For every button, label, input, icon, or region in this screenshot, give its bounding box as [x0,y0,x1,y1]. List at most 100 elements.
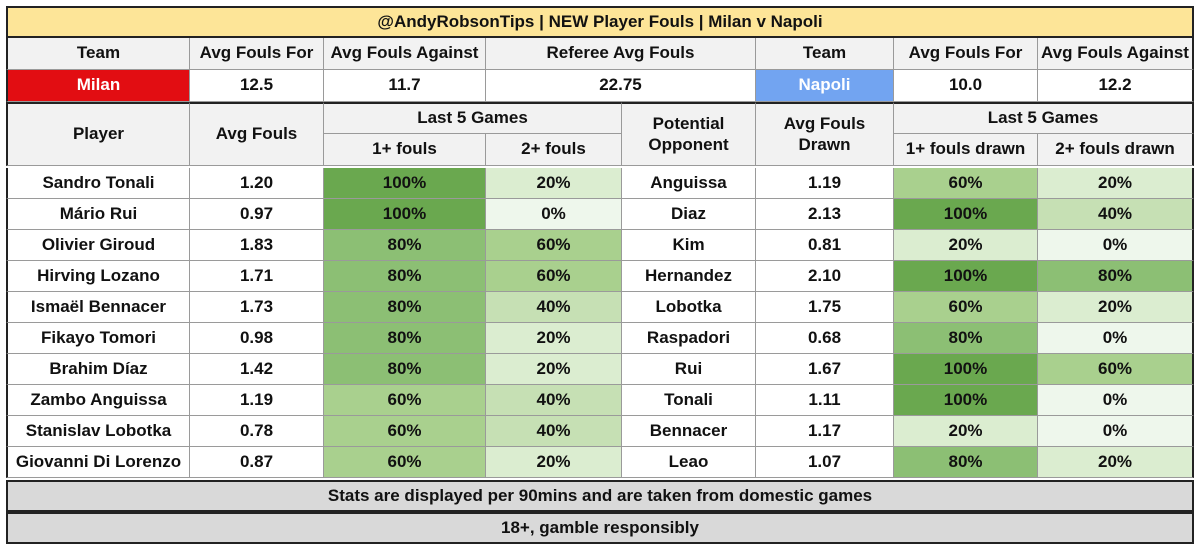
one-plus-fouls: 80% [324,261,486,292]
away-team-name: Napoli [756,70,894,102]
avg-fouls: 1.20 [190,168,324,199]
player-rows: Sandro Tonali 1.20 100% 20% Anguissa 1.19 60% 2… [6,168,1194,478]
opponent-name: Rui [622,354,756,385]
avg-fouls-drawn: 0.81 [756,230,894,261]
avg-fouls: 0.78 [190,416,324,447]
two-plus-drawn: 0% [1038,230,1194,261]
one-plus-fouls: 100% [324,168,486,199]
player-name: Fikayo Tomori [6,323,190,354]
summary-header-fouls-for-home: Avg Fouls For [190,38,324,70]
one-plus-drawn: 100% [894,385,1038,416]
one-plus-fouls: 60% [324,447,486,478]
avg-fouls-drawn: 1.75 [756,292,894,323]
player-name: Giovanni Di Lorenzo [6,447,190,478]
avg-fouls-drawn: 2.13 [756,199,894,230]
one-plus-drawn: 80% [894,323,1038,354]
two-plus-fouls: 20% [486,168,622,199]
header-player: Player [6,102,190,166]
one-plus-fouls: 80% [324,230,486,261]
header-avg-fouls-drawn: Avg Fouls Drawn [756,102,894,166]
opponent-name: Diaz [622,199,756,230]
opponent-name: Tonali [622,385,756,416]
one-plus-drawn: 80% [894,447,1038,478]
one-plus-drawn: 100% [894,199,1038,230]
opponent-name: Hernandez [622,261,756,292]
two-plus-fouls: 60% [486,230,622,261]
avg-fouls-drawn: 1.17 [756,416,894,447]
two-plus-fouls: 40% [486,385,622,416]
header-last5-drawn: Last 5 Games [894,102,1194,134]
two-plus-drawn: 20% [1038,292,1194,323]
two-plus-fouls: 40% [486,292,622,323]
opponent-name: Leao [622,447,756,478]
player-name: Hirving Lozano [6,261,190,292]
two-plus-fouls: 60% [486,261,622,292]
two-plus-drawn: 40% [1038,199,1194,230]
avg-fouls: 0.98 [190,323,324,354]
one-plus-drawn: 100% [894,354,1038,385]
avg-fouls: 1.83 [190,230,324,261]
avg-fouls: 1.19 [190,385,324,416]
one-plus-fouls: 80% [324,323,486,354]
one-plus-fouls: 80% [324,292,486,323]
away-fouls-for: 10.0 [894,70,1038,102]
opponent-name: Bennacer [622,416,756,447]
player-name: Ismaël Bennacer [6,292,190,323]
two-plus-drawn: 20% [1038,168,1194,199]
header-avg-fouls: Avg Fouls [190,102,324,166]
avg-fouls-drawn: 0.68 [756,323,894,354]
avg-fouls-drawn: 1.07 [756,447,894,478]
player-name: Stanislav Lobotka [6,416,190,447]
avg-fouls: 1.71 [190,261,324,292]
opponent-name: Lobotka [622,292,756,323]
home-team-name: Milan [6,70,190,102]
avg-fouls-drawn: 1.11 [756,385,894,416]
opponent-name: Raspadori [622,323,756,354]
player-name: Brahim Díaz [6,354,190,385]
avg-fouls-drawn: 1.67 [756,354,894,385]
header-last5: Last 5 Games [324,102,622,134]
opponent-name: Anguissa [622,168,756,199]
opponent-name: Kim [622,230,756,261]
summary-header-fouls-against-home: Avg Fouls Against [324,38,486,70]
avg-fouls-drawn: 2.10 [756,261,894,292]
summary-header-fouls-for-away: Avg Fouls For [894,38,1038,70]
avg-fouls: 1.42 [190,354,324,385]
avg-fouls-drawn: 1.19 [756,168,894,199]
two-plus-drawn: 0% [1038,323,1194,354]
summary-header-team-away: Team [756,38,894,70]
summary-header-team-home: Team [6,38,190,70]
one-plus-drawn: 20% [894,416,1038,447]
two-plus-drawn: 60% [1038,354,1194,385]
referee-avg-fouls: 22.75 [486,70,756,102]
two-plus-drawn: 80% [1038,261,1194,292]
two-plus-fouls: 20% [486,354,622,385]
header-potential-opponent: Potential Opponent [622,102,756,166]
footer-gamble: 18+, gamble responsibly [6,512,1194,544]
header-one-plus: 1+ fouls [324,134,486,166]
one-plus-drawn: 60% [894,292,1038,323]
one-plus-drawn: 60% [894,168,1038,199]
avg-fouls: 0.87 [190,447,324,478]
player-name: Sandro Tonali [6,168,190,199]
avg-fouls: 1.73 [190,292,324,323]
two-plus-drawn: 0% [1038,385,1194,416]
header-two-plus-drawn: 2+ fouls drawn [1038,134,1194,166]
header-one-plus-drawn: 1+ fouls drawn [894,134,1038,166]
away-fouls-against: 12.2 [1038,70,1194,102]
footer-note: Stats are displayed per 90mins and are t… [6,480,1194,512]
player-name: Zambo Anguissa [6,385,190,416]
home-fouls-against: 11.7 [324,70,486,102]
home-fouls-for: 12.5 [190,70,324,102]
header-two-plus: 2+ fouls [486,134,622,166]
one-plus-fouls: 100% [324,199,486,230]
two-plus-drawn: 0% [1038,416,1194,447]
title-banner: @AndyRobsonTips | NEW Player Fouls | Mil… [6,6,1194,38]
one-plus-drawn: 100% [894,261,1038,292]
one-plus-fouls: 80% [324,354,486,385]
one-plus-fouls: 60% [324,416,486,447]
avg-fouls: 0.97 [190,199,324,230]
two-plus-fouls: 0% [486,199,622,230]
two-plus-fouls: 20% [486,447,622,478]
summary-header-referee: Referee Avg Fouls [486,38,756,70]
